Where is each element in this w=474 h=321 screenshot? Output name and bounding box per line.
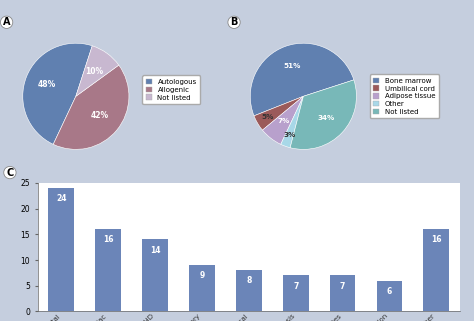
Text: 5%: 5%: [262, 114, 274, 120]
Text: B: B: [230, 17, 238, 27]
Wedge shape: [281, 96, 303, 148]
Bar: [95, 229, 121, 311]
Legend: Bone marrow, Umbilical cord, Adipose tissue, Other, Not listed: Bone marrow, Umbilical cord, Adipose tis…: [370, 74, 439, 118]
Wedge shape: [290, 80, 356, 149]
Text: 24: 24: [56, 194, 67, 203]
Text: 14: 14: [150, 246, 160, 255]
Text: 7: 7: [293, 282, 299, 291]
Bar: [48, 188, 74, 311]
Text: 9: 9: [200, 271, 205, 280]
Wedge shape: [23, 43, 92, 144]
Legend: Autologous, Allogenic, Not listed: Autologous, Allogenic, Not listed: [142, 75, 200, 104]
Text: 10%: 10%: [85, 67, 103, 76]
Bar: [376, 281, 402, 311]
Text: 16: 16: [431, 235, 442, 244]
Text: 7%: 7%: [278, 118, 290, 125]
Text: 16: 16: [103, 235, 113, 244]
Bar: [330, 275, 356, 311]
Text: A: A: [3, 17, 10, 27]
Bar: [283, 275, 309, 311]
Text: 3%: 3%: [283, 132, 295, 138]
Text: 6: 6: [387, 287, 392, 296]
Bar: [423, 229, 449, 311]
Wedge shape: [254, 96, 303, 130]
Bar: [142, 239, 168, 311]
Bar: [236, 270, 262, 311]
Text: 51%: 51%: [284, 63, 301, 69]
Wedge shape: [263, 96, 303, 144]
Text: 7: 7: [340, 282, 345, 291]
Bar: [189, 265, 215, 311]
Text: 8: 8: [246, 276, 252, 285]
Wedge shape: [250, 43, 354, 116]
Text: C: C: [6, 168, 14, 178]
Text: 34%: 34%: [318, 115, 335, 121]
Wedge shape: [53, 65, 129, 149]
Text: 42%: 42%: [91, 111, 109, 120]
Wedge shape: [76, 46, 119, 96]
Text: 48%: 48%: [38, 81, 56, 90]
